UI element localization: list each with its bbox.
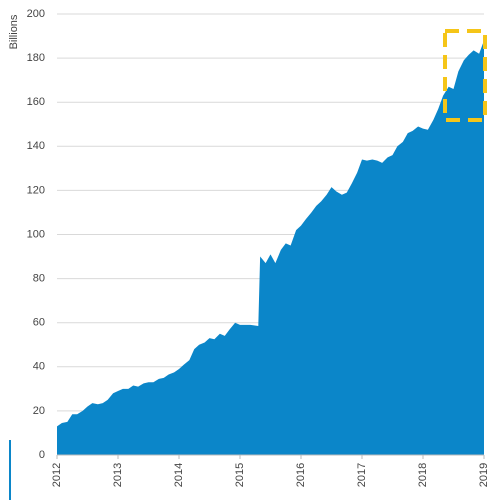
y-tick-label: 80 [33, 273, 45, 285]
y-tick-label: 20 [33, 405, 45, 417]
x-tick-label: 2017 [356, 463, 368, 487]
x-tick-label: 2016 [295, 463, 307, 487]
y-tick-label: 140 [27, 140, 45, 152]
y-axis-label: Billions [8, 14, 20, 49]
y-tick-label: 120 [27, 184, 45, 196]
y-tick-label: 60 [33, 317, 45, 329]
x-tick-label: 2012 [51, 463, 63, 487]
x-tick-label: 2018 [417, 463, 429, 487]
x-tick-label: 2013 [112, 463, 124, 487]
y-tick-label: 160 [27, 96, 45, 108]
x-tick-label: 2019 [478, 463, 490, 487]
x-tick-label: 2014 [173, 463, 185, 487]
y-tick-label: 100 [27, 228, 45, 240]
y-tick-label: 180 [27, 52, 45, 64]
y-tick-label: 40 [33, 361, 45, 373]
y-tick-label: 200 [27, 8, 45, 20]
area [57, 40, 484, 456]
x-tick-label: 2015 [234, 463, 246, 487]
y-tick-label: 0 [39, 449, 45, 461]
